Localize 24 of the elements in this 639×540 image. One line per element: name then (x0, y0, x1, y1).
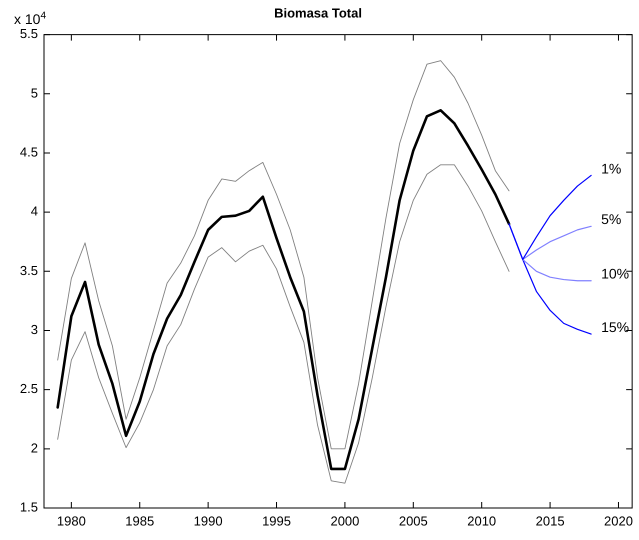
y-tick-label: 1.5 (20, 500, 38, 515)
x-tick-label: 1980 (56, 513, 86, 528)
x-tick-label: 2015 (536, 513, 565, 528)
x-tick-label: 1990 (194, 513, 223, 528)
y-tick-label: 2.5 (20, 381, 38, 396)
x-tick-label: 2005 (398, 513, 428, 528)
y-tick-label: 5.5 (20, 26, 38, 42)
y-tick-label: 5 (30, 85, 38, 100)
x-tick-label: 1985 (125, 513, 154, 528)
y-tick-label: 4.5 (20, 144, 38, 160)
x-tick-label: 1995 (262, 513, 291, 528)
series-label: 5% (601, 211, 622, 228)
series-label: 1% (601, 160, 622, 176)
chart-title: Biomasa Total (274, 5, 362, 20)
y-tick-label: 3 (30, 322, 38, 338)
y-tick-label: 4 (30, 204, 38, 219)
y-tick-label: 2 (30, 440, 38, 456)
x-tick-label: 2010 (467, 513, 496, 528)
x-tick-label: 2000 (330, 513, 360, 528)
series-label: 10% (601, 266, 630, 282)
series-label: 15% (601, 318, 630, 335)
text: x 10$^{4}$ (14, 10, 46, 27)
y-tick-label: 3.5 (20, 262, 38, 278)
x-tick-label: 2020 (604, 513, 633, 528)
